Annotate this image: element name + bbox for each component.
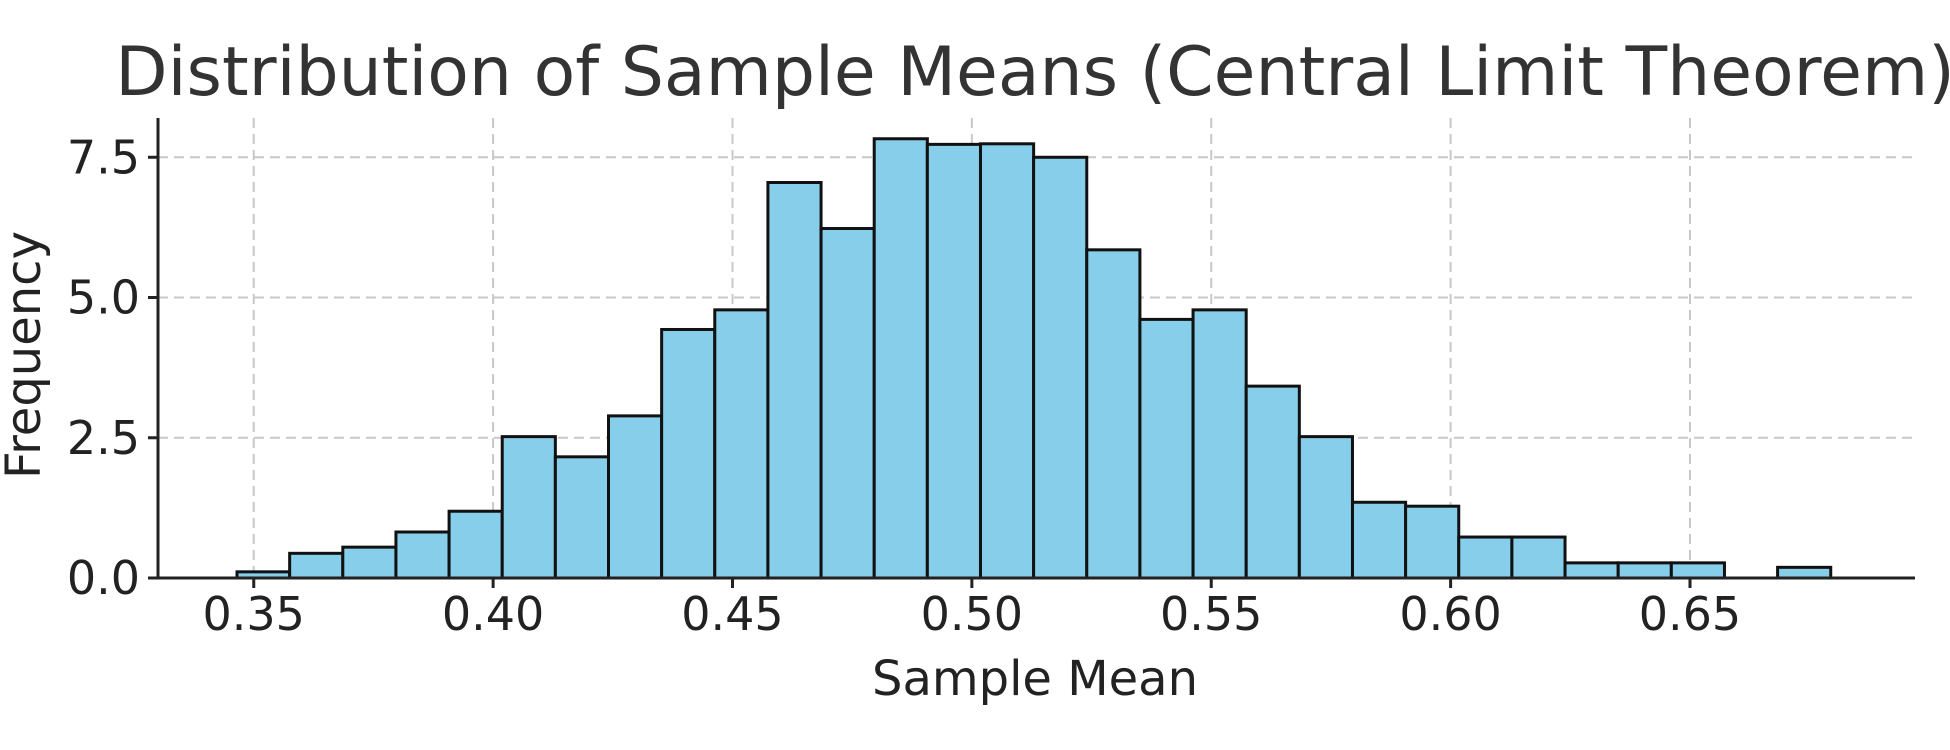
x-axis-label: Sample Mean xyxy=(872,651,1198,707)
histogram-bar-22 xyxy=(1404,504,1461,580)
histogram-bar-8 xyxy=(660,327,717,580)
histogram-bar-20 xyxy=(1297,435,1354,580)
histogram-bar-12 xyxy=(872,137,929,580)
histogram-bar-3 xyxy=(394,530,451,580)
y-axis-label: Frequency xyxy=(0,231,52,479)
chart-title: Distribution of Sample Means (Central Li… xyxy=(115,33,1950,112)
x-tick-label-0: 0.35 xyxy=(203,587,305,641)
histogram-bar-13 xyxy=(925,142,982,580)
histogram-bar-10 xyxy=(766,181,823,580)
histogram-bar-14 xyxy=(978,142,1036,580)
histogram-bar-26 xyxy=(1616,561,1673,580)
x-tick-label-3: 0.50 xyxy=(921,587,1023,641)
histogram-bar-29 xyxy=(1776,565,1833,580)
histogram-bar-15 xyxy=(1032,155,1089,580)
histogram-bar-27 xyxy=(1669,561,1726,580)
histogram-bar-21 xyxy=(1350,500,1408,580)
y-tick-label-0: 0.0 xyxy=(67,551,140,605)
histogram-bar-6 xyxy=(553,455,611,580)
axes-layer xyxy=(156,118,1915,580)
x-tick-label-2: 0.45 xyxy=(681,587,783,641)
histogram-bar-9 xyxy=(713,308,770,580)
histogram-bar-17 xyxy=(1138,317,1195,580)
histogram-bar-18 xyxy=(1191,308,1248,580)
histogram-bar-7 xyxy=(607,414,664,580)
ticks-layer: 0.35 0.40 0.45 0.50 0.55 0.60 0.65 0.0 2.5 5.0 7.5 xyxy=(67,130,1741,641)
histogram-bar-16 xyxy=(1085,248,1142,580)
bars-layer xyxy=(235,137,1833,580)
y-tick-label-3: 7.5 xyxy=(67,130,140,184)
x-tick-label-1: 0.40 xyxy=(442,587,544,641)
x-tick-label-6: 0.65 xyxy=(1639,587,1741,641)
x-tick-label-4: 0.55 xyxy=(1160,587,1262,641)
histogram-bar-23 xyxy=(1457,535,1514,580)
histogram-bar-11 xyxy=(819,227,876,580)
histogram-bar-1 xyxy=(288,551,345,580)
y-tick-label-1: 2.5 xyxy=(67,411,140,465)
histogram-bar-19 xyxy=(1244,384,1301,580)
x-tick-label-5: 0.60 xyxy=(1399,587,1501,641)
histogram-bar-2 xyxy=(341,545,398,580)
histogram-bar-5 xyxy=(500,435,557,580)
y-tick-label-2: 5.0 xyxy=(67,271,140,325)
histogram-bar-4 xyxy=(447,509,504,580)
histogram-bar-25 xyxy=(1563,561,1620,580)
histogram-bar-24 xyxy=(1510,535,1567,580)
